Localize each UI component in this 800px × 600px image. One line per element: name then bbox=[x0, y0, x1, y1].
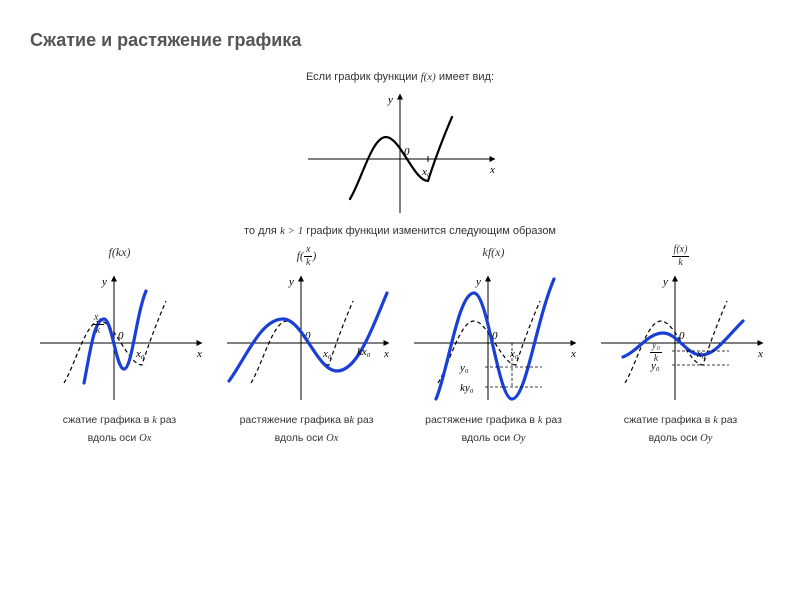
svg-text:y: y bbox=[288, 276, 294, 288]
svg-text:x: x bbox=[570, 348, 576, 360]
graph-svg: xy0x₀y₀ky₀ bbox=[593, 271, 768, 406]
mid-text: то для k > 1 график функции изменится сл… bbox=[30, 225, 770, 237]
graph-panel: f(xk)xy0x₀kx₀растяжение графика вk развд… bbox=[217, 245, 396, 448]
fn-label: f(x)k bbox=[591, 245, 770, 267]
svg-text:x₀: x₀ bbox=[509, 348, 519, 360]
svg-text:x₀: x₀ bbox=[421, 166, 431, 178]
svg-text:x: x bbox=[196, 348, 202, 360]
graph-svg: xy0x₀y₀ky₀ bbox=[406, 271, 581, 406]
svg-text:y₀: y₀ bbox=[650, 360, 660, 372]
graph-panel: f(kx)xy0x₀x₀kсжатие графика в k развдоль… bbox=[30, 245, 209, 448]
graph-caption: растяжение графика вk развдоль оси Ox bbox=[217, 412, 396, 448]
svg-text:y: y bbox=[475, 276, 481, 288]
graph-svg: xy0x₀kx₀ bbox=[219, 271, 394, 406]
svg-text:ky₀: ky₀ bbox=[460, 382, 474, 394]
fn-label: f(xk) bbox=[217, 245, 396, 267]
graph-caption: сжатие графика в k развдоль оси Oy bbox=[591, 412, 770, 448]
svg-text:x₀: x₀ bbox=[322, 348, 332, 360]
svg-text:kx₀: kx₀ bbox=[357, 346, 371, 358]
svg-text:x: x bbox=[757, 348, 763, 360]
graph-panel: f(x)kxy0x₀y₀ky₀сжатие графика в k развдо… bbox=[591, 245, 770, 448]
svg-text:y: y bbox=[101, 276, 107, 288]
top-graph: xy0x₀ bbox=[30, 89, 770, 219]
panel-row: f(kx)xy0x₀x₀kсжатие графика в k развдоль… bbox=[30, 245, 770, 448]
svg-text:x: x bbox=[383, 348, 389, 360]
fn-label: f(kx) bbox=[30, 245, 209, 267]
graph-caption: растяжение графика в k развдоль оси Oy bbox=[404, 412, 583, 448]
graph-panel: kf(x)xy0x₀y₀ky₀растяжение графика в k ра… bbox=[404, 245, 583, 448]
svg-text:x: x bbox=[489, 164, 495, 176]
svg-text:y₀: y₀ bbox=[459, 362, 469, 374]
svg-text:x₀: x₀ bbox=[696, 348, 706, 360]
graph-caption: сжатие графика в k развдоль оси Ox bbox=[30, 412, 209, 448]
svg-text:y: y bbox=[387, 94, 393, 106]
fn-label: kf(x) bbox=[404, 245, 583, 267]
svg-text:y: y bbox=[662, 276, 668, 288]
svg-text:x₀: x₀ bbox=[135, 348, 145, 360]
page-title: Сжатие и растяжение графика bbox=[30, 30, 770, 51]
graph-svg: xy0x₀x₀k bbox=[32, 271, 207, 406]
intro-text: Если график функции f(x) имеет вид: bbox=[30, 71, 770, 83]
